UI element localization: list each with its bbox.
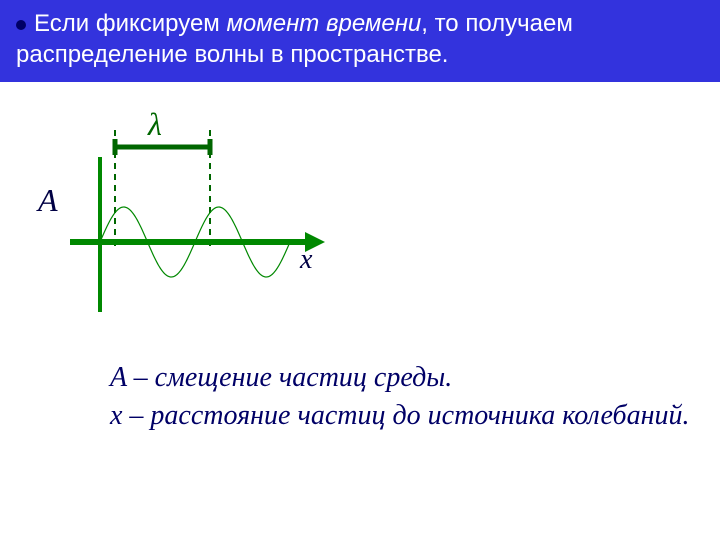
y-axis-label: A xyxy=(38,182,58,219)
descriptions: A – смещение частиц среды. x – расстояни… xyxy=(110,362,720,432)
wave-svg xyxy=(40,102,360,322)
wave-diagram: A x λ xyxy=(40,102,360,322)
header-banner: Если фиксируем момент времени, то получа… xyxy=(0,0,720,82)
description-x: x – расстояние частиц до источника колеб… xyxy=(110,400,720,432)
header-text-italic: момент времени xyxy=(226,10,421,37)
header-text-prefix: Если фиксируем xyxy=(34,10,226,37)
description-A: A – смещение частиц среды. xyxy=(110,362,720,394)
bullet-icon xyxy=(16,20,26,30)
x-axis-label: x xyxy=(300,244,312,276)
lambda-label: λ xyxy=(148,106,162,143)
